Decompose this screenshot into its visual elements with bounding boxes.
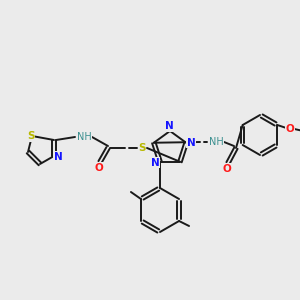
Text: O: O [94, 163, 103, 173]
Text: S: S [27, 131, 35, 141]
Text: N: N [151, 158, 159, 168]
Text: N: N [54, 152, 62, 162]
Text: N: N [165, 121, 173, 131]
Text: N: N [187, 138, 196, 148]
Text: O: O [286, 124, 295, 134]
Text: O: O [223, 164, 231, 174]
Text: NH: NH [76, 132, 92, 142]
Text: S: S [138, 143, 146, 153]
Text: NH: NH [208, 137, 224, 147]
